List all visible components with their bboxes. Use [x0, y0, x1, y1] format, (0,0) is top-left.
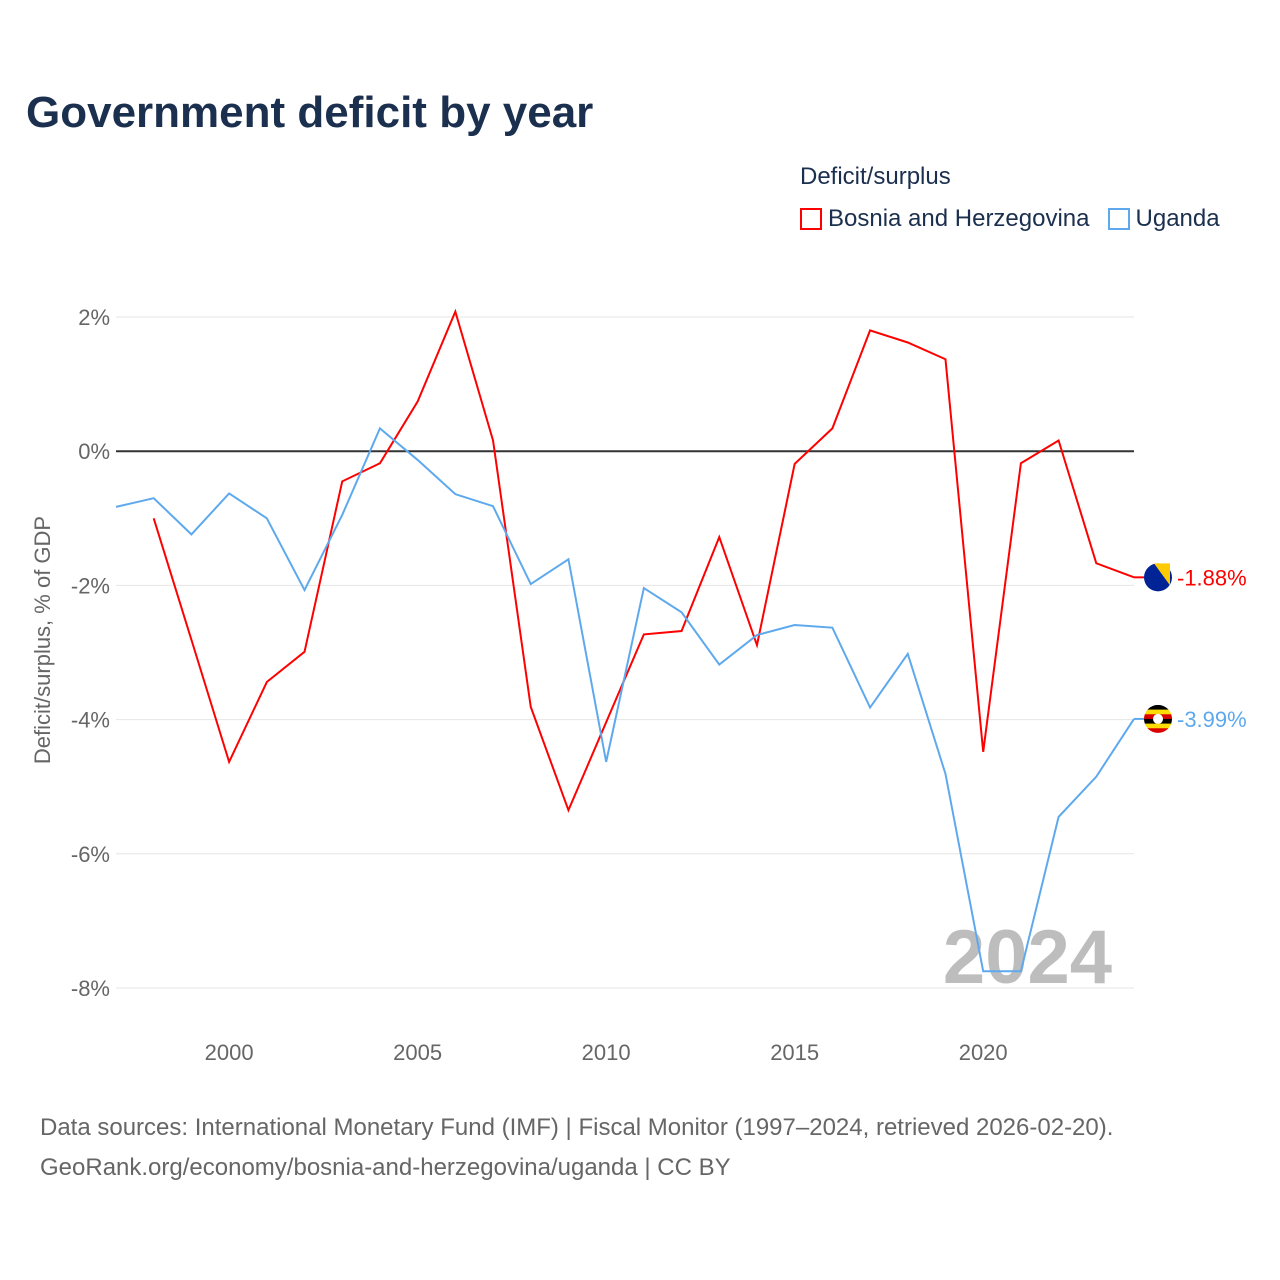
legend-title: Deficit/surplus: [800, 163, 951, 190]
end-value-label: -3.99%: [1177, 707, 1247, 732]
chart-title: Government deficit by year: [26, 88, 594, 137]
series-line-bosnia: [152, 308, 1135, 813]
legend-swatch-bosnia: [800, 208, 822, 230]
series-line-uganda: [115, 426, 1135, 973]
source-note: Data sources: International Monetary Fun…: [40, 1108, 1113, 1188]
x-tick-label: 2020: [959, 1040, 1008, 1065]
legend-swatch-uganda: [1107, 208, 1130, 230]
y-tick-label: -2%: [71, 573, 110, 598]
legend-item-uganda[interactable]: Uganda: [1107, 205, 1220, 233]
y-tick-label: -4%: [71, 708, 110, 733]
y-axis-label: Deficit/surplus, % of GDP: [30, 516, 55, 764]
y-tick-label: 0%: [78, 439, 110, 464]
legend: Bosnia and Herzegovina Uganda: [800, 205, 1220, 233]
x-tick-label: 2000: [205, 1040, 254, 1065]
uganda-flag-icon: [1144, 704, 1172, 733]
x-tick-label: 2005: [393, 1040, 442, 1065]
y-tick-label: -6%: [71, 842, 110, 867]
legend-item-bosnia[interactable]: Bosnia and Herzegovina: [800, 205, 1090, 233]
y-tick-label: 2%: [78, 305, 110, 330]
y-tick-label: -8%: [71, 976, 110, 1001]
end-value-label: -1.88%: [1177, 565, 1247, 590]
year-watermark: 2024: [943, 915, 1112, 1000]
bosnia-flag-triangle-icon: [1154, 563, 1170, 586]
legend-label-bosnia: Bosnia and Herzegovina: [828, 205, 1090, 232]
x-tick-label: 2015: [770, 1040, 819, 1065]
x-tick-label: 2010: [582, 1040, 631, 1065]
source-line-1: Data sources: International Monetary Fun…: [40, 1114, 1114, 1141]
source-line-2[interactable]: GeoRank.org/economy/bosnia-and-herzegovi…: [40, 1154, 731, 1181]
legend-label-uganda: Uganda: [1135, 205, 1220, 232]
